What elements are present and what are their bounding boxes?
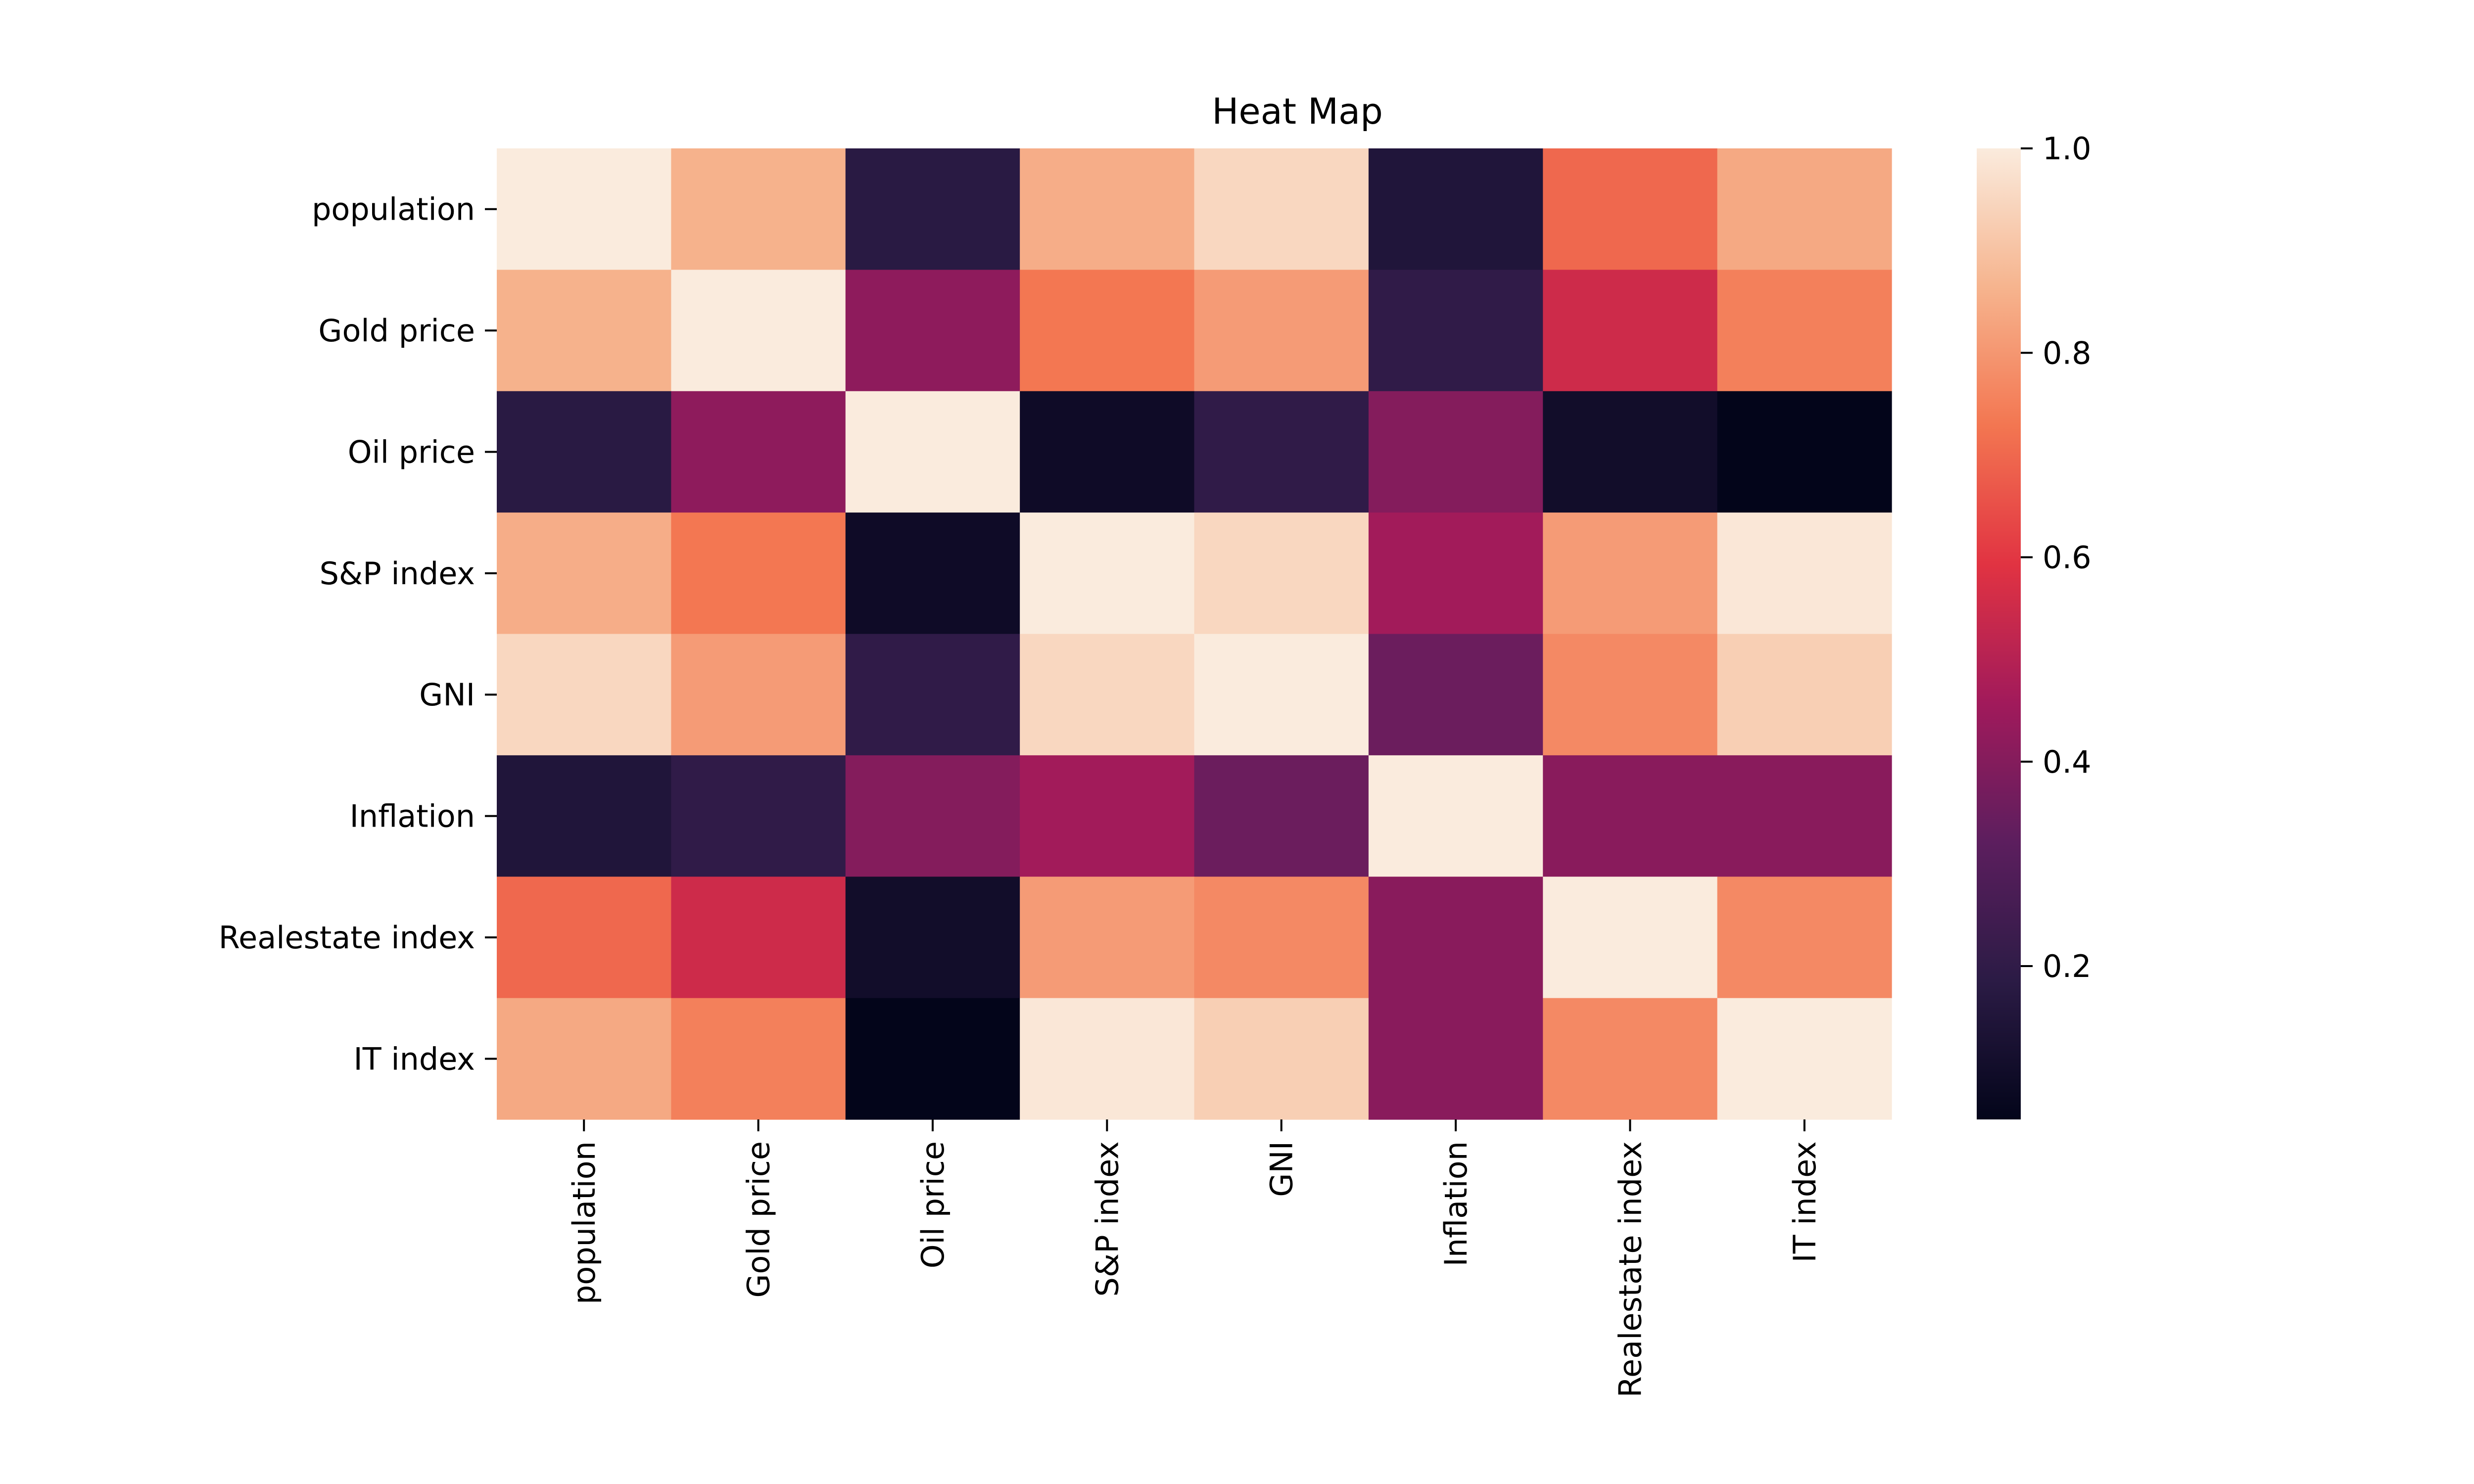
- heatmap-cell-0-6: [1543, 148, 1718, 270]
- heatmap-cell-6-4: [1194, 877, 1369, 999]
- heatmap-cell-3-3: [1020, 512, 1195, 635]
- heatmap-cell-3-7: [1717, 512, 1892, 635]
- x-tick-label: Inflation: [1438, 1141, 1474, 1266]
- heatmap-cell-7-5: [1368, 998, 1543, 1120]
- heatmap-cell-6-6: [1543, 877, 1718, 999]
- heatmap-cell-6-7: [1717, 877, 1892, 999]
- heatmap-cell-1-0: [497, 270, 671, 392]
- heatmap-cell-6-0: [497, 877, 671, 999]
- heatmap-cell-1-1: [671, 270, 846, 392]
- y-tick-label: Inflation: [350, 798, 475, 835]
- x-tick-label: IT index: [1787, 1141, 1823, 1263]
- heatmap-cell-0-3: [1020, 148, 1195, 270]
- heatmap-cell-5-2: [845, 755, 1020, 877]
- x-tick-label: Realestate index: [1612, 1141, 1648, 1397]
- heatmap-cell-3-1: [671, 512, 846, 635]
- heatmap-cell-7-6: [1543, 998, 1718, 1120]
- heatmap-cell-3-0: [497, 512, 671, 635]
- heatmap-cell-3-4: [1194, 512, 1369, 635]
- heatmap-cells: [497, 148, 1892, 1120]
- heatmap-cell-2-2: [845, 391, 1020, 513]
- x-axis: population Gold price Oil price S&P index GN…: [566, 1119, 1823, 1397]
- heatmap-cell-1-4: [1194, 270, 1369, 392]
- heatmap-cell-4-0: [497, 634, 671, 756]
- heatmap-cell-4-4: [1194, 634, 1369, 756]
- heatmap-cell-2-6: [1543, 391, 1718, 513]
- heatmap-cell-4-2: [845, 634, 1020, 756]
- colorbar-tick-label: 0.6: [2043, 540, 2092, 576]
- heatmap-cell-1-7: [1717, 270, 1892, 392]
- heatmap-cell-2-7: [1717, 391, 1892, 513]
- y-tick-label: population: [312, 191, 475, 228]
- heatmap-cell-4-1: [671, 634, 846, 756]
- heatmap-cell-4-7: [1717, 634, 1892, 756]
- heatmap-cell-4-3: [1020, 634, 1195, 756]
- heatmap-cell-7-4: [1194, 998, 1369, 1120]
- heatmap-cell-5-1: [671, 755, 846, 877]
- colorbar: 0.2 0.4 0.6 0.8 1.0: [1977, 131, 2092, 1119]
- heatmap-cell-5-4: [1194, 755, 1369, 877]
- heatmap-cell-5-0: [497, 755, 671, 877]
- chart-title: Heat Map: [1212, 91, 1383, 132]
- heatmap-cell-5-5: [1368, 755, 1543, 877]
- heatmap-cell-6-1: [671, 877, 846, 999]
- y-tick-label: Realestate index: [219, 920, 475, 956]
- y-tick-label: IT index: [354, 1041, 476, 1077]
- heatmap-cell-5-7: [1717, 755, 1892, 877]
- heatmap-cell-0-1: [671, 148, 846, 270]
- y-tick-label: Gold price: [318, 313, 475, 349]
- colorbar-tick-label: 0.2: [2043, 948, 2092, 984]
- heatmap-cell-7-7: [1717, 998, 1892, 1120]
- colorbar-tick-label: 1.0: [2043, 131, 2092, 167]
- heatmap-cell-2-3: [1020, 391, 1195, 513]
- heatmap-cell-3-2: [845, 512, 1020, 635]
- heatmap-cell-4-6: [1543, 634, 1718, 756]
- heatmap-cell-0-2: [845, 148, 1020, 270]
- heatmap-cell-7-0: [497, 998, 671, 1120]
- y-tick-label: Oil price: [348, 434, 475, 470]
- heatmap-cell-1-2: [845, 270, 1020, 392]
- colorbar-tick-label: 0.8: [2043, 335, 2092, 371]
- heatmap-cell-1-5: [1368, 270, 1543, 392]
- heatmap-cell-0-4: [1194, 148, 1369, 270]
- heatmap-cell-7-3: [1020, 998, 1195, 1120]
- heatmap-cell-0-5: [1368, 148, 1543, 270]
- heatmap-cell-2-5: [1368, 391, 1543, 513]
- heatmap-cell-2-4: [1194, 391, 1369, 513]
- heatmap-cell-5-6: [1543, 755, 1718, 877]
- heatmap-cell-3-5: [1368, 512, 1543, 635]
- x-tick-label: Gold price: [741, 1141, 777, 1298]
- heatmap-cell-6-5: [1368, 877, 1543, 999]
- heatmap-cell-2-1: [671, 391, 846, 513]
- heatmap-cell-7-1: [671, 998, 846, 1120]
- colorbar-tick-label: 0.4: [2043, 744, 2092, 780]
- heatmap-cell-0-0: [497, 148, 671, 270]
- x-tick-label: S&P index: [1089, 1141, 1125, 1297]
- y-axis: population Gold price Oil price S&P index GN…: [219, 191, 497, 1077]
- heatmap-cell-6-3: [1020, 877, 1195, 999]
- heatmap-cell-7-2: [845, 998, 1020, 1120]
- heatmap-cell-0-7: [1717, 148, 1892, 270]
- heatmap-cell-1-6: [1543, 270, 1718, 392]
- heatmap-cell-1-3: [1020, 270, 1195, 392]
- heatmap-cell-5-3: [1020, 755, 1195, 877]
- y-tick-label: GNI: [419, 677, 475, 713]
- x-tick-label: population: [566, 1141, 602, 1304]
- colorbar-gradient: [1977, 148, 2021, 1119]
- heatmap-cell-4-5: [1368, 634, 1543, 756]
- heatmap-cell-2-0: [497, 391, 671, 513]
- heatmap-cell-6-2: [845, 877, 1020, 999]
- heatmap-cell-3-6: [1543, 512, 1718, 635]
- y-tick-label: S&P index: [320, 556, 475, 592]
- x-tick-label: Oil price: [915, 1141, 951, 1268]
- x-tick-label: GNI: [1264, 1141, 1300, 1197]
